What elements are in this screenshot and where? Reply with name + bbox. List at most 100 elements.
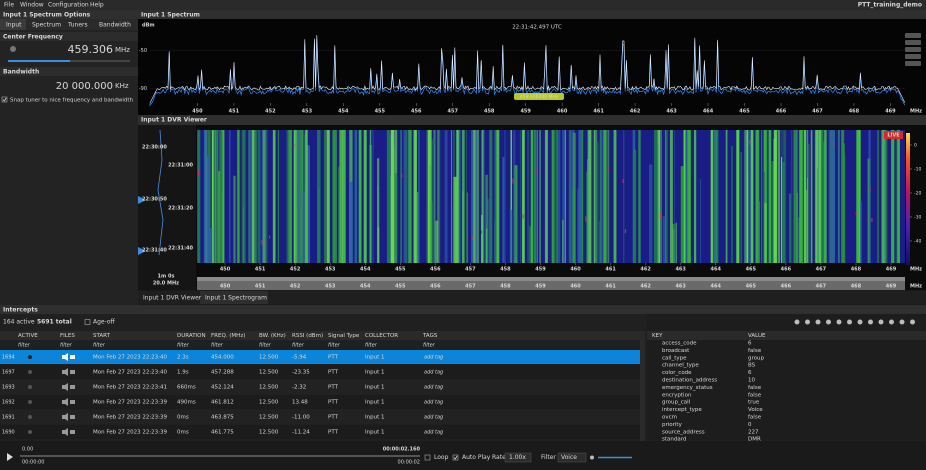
add-tag[interactable]: add tag bbox=[424, 400, 443, 406]
table-row[interactable] bbox=[0, 425, 645, 439]
view-button[interactable] bbox=[905, 33, 921, 38]
toolbar-icon[interactable] bbox=[815, 319, 821, 325]
menu-bar bbox=[0, 0, 926, 10]
timestamp: 22:31:42.497 UTC bbox=[512, 25, 562, 31]
column-header[interactable]: TAGS bbox=[422, 333, 438, 339]
column-filter[interactable]: filter bbox=[18, 343, 31, 349]
column-filter[interactable]: filter bbox=[211, 343, 224, 349]
x-tick-label: 459 bbox=[535, 267, 546, 273]
audio-icon[interactable] bbox=[62, 413, 75, 421]
toolbar-icon[interactable] bbox=[899, 319, 905, 325]
column-header[interactable]: FREQ. (MHz) bbox=[211, 333, 245, 339]
column-filter[interactable]: filter bbox=[60, 343, 73, 349]
checkbox[interactable] bbox=[1, 96, 8, 103]
toolbar-icon[interactable] bbox=[794, 319, 800, 325]
column-filter[interactable]: filter bbox=[259, 343, 272, 349]
add-tag[interactable]: add tag bbox=[424, 370, 443, 376]
menu-item[interactable]: Help bbox=[90, 2, 104, 9]
waterfall-stripe bbox=[464, 130, 465, 263]
waterfall-stripe bbox=[413, 130, 417, 263]
menu-item[interactable]: Window bbox=[20, 2, 44, 9]
column-filter[interactable]: filter bbox=[93, 343, 106, 349]
table-row[interactable] bbox=[0, 395, 645, 409]
tab[interactable]: Input 1 Spectrogram bbox=[205, 295, 267, 302]
column-filter[interactable]: filter bbox=[292, 343, 305, 349]
menu-item[interactable]: Configuration bbox=[48, 2, 89, 9]
waterfall-stripe bbox=[552, 130, 555, 263]
waterfall-stripe bbox=[768, 130, 770, 263]
tab[interactable]: Tuners bbox=[67, 22, 88, 29]
column-header[interactable]: FILES bbox=[60, 333, 75, 339]
checkbox[interactable] bbox=[424, 454, 431, 461]
tab-active[interactable] bbox=[200, 291, 268, 304]
toolbar-icon[interactable] bbox=[826, 319, 831, 325]
property-key: encryption bbox=[662, 392, 692, 398]
view-button[interactable] bbox=[905, 40, 921, 45]
table-row[interactable] bbox=[0, 380, 645, 394]
cell: 0ms bbox=[177, 415, 189, 421]
toolbar-icon[interactable] bbox=[889, 319, 894, 325]
waterfall-stripe bbox=[823, 130, 827, 263]
filter-select[interactable] bbox=[557, 452, 587, 463]
menu-item[interactable]: File bbox=[4, 2, 14, 9]
view-button[interactable] bbox=[905, 54, 921, 59]
toolbar-icon[interactable] bbox=[910, 319, 915, 325]
checkbox[interactable] bbox=[452, 454, 459, 461]
column-header[interactable]: RSSI (dBm) bbox=[292, 333, 323, 339]
time-label: 22:30:00 bbox=[142, 145, 167, 151]
add-tag[interactable]: add tag bbox=[424, 355, 443, 361]
column-header[interactable]: START bbox=[93, 333, 111, 339]
toolbar-icon[interactable] bbox=[836, 319, 842, 325]
waterfall-stripe bbox=[886, 130, 888, 263]
audio-icon[interactable] bbox=[62, 368, 75, 376]
table-row[interactable] bbox=[0, 350, 645, 364]
column-header: KEY bbox=[652, 333, 663, 339]
play-button[interactable] bbox=[7, 453, 13, 461]
waterfall-stripe bbox=[758, 201, 760, 263]
table-row[interactable] bbox=[0, 365, 645, 379]
add-tag[interactable]: add tag bbox=[424, 415, 443, 421]
view-button[interactable] bbox=[905, 47, 921, 52]
view-button[interactable] bbox=[905, 61, 921, 66]
checkbox[interactable] bbox=[84, 319, 91, 325]
audio-icon[interactable] bbox=[62, 353, 75, 361]
cell: 1.9s bbox=[177, 370, 189, 376]
waterfall-stripe bbox=[519, 130, 522, 263]
overview-tick-label: 457 bbox=[465, 284, 476, 290]
tab[interactable]: Spectrum bbox=[32, 22, 61, 29]
tab[interactable]: Bandwidth bbox=[99, 22, 131, 29]
column-header[interactable]: Signal Type bbox=[328, 333, 360, 339]
tab[interactable]: Input 1 DVR Viewer bbox=[143, 295, 202, 302]
column-filter[interactable]: filter bbox=[328, 343, 341, 349]
waterfall-blip bbox=[855, 212, 857, 215]
property-value: DMR bbox=[748, 437, 761, 443]
table-row[interactable] bbox=[0, 410, 645, 424]
column-filter[interactable]: filter bbox=[177, 343, 190, 349]
x-tick-label: 450 bbox=[220, 267, 231, 273]
center-frequency[interactable]: 459.306 bbox=[68, 43, 114, 56]
bandwidth-value[interactable]: 20 000.000 bbox=[56, 81, 113, 92]
toolbar-icon[interactable] bbox=[878, 319, 884, 325]
overview-window[interactable] bbox=[197, 277, 905, 281]
waterfall-stripe bbox=[789, 193, 791, 263]
audio-icon[interactable] bbox=[62, 383, 75, 391]
property-key: broadcast bbox=[662, 348, 690, 354]
add-tag[interactable]: add tag bbox=[424, 430, 443, 436]
rate-select[interactable] bbox=[504, 452, 532, 463]
tab[interactable]: Input bbox=[6, 22, 22, 29]
range-marker[interactable] bbox=[138, 196, 146, 204]
toolbar-icon[interactable] bbox=[847, 319, 852, 325]
column-header[interactable]: BW. (KHz) bbox=[259, 333, 286, 339]
range-marker[interactable] bbox=[138, 247, 146, 255]
audio-icon[interactable] bbox=[62, 428, 75, 436]
column-header[interactable]: ACTIVE bbox=[18, 333, 38, 339]
add-tag[interactable]: add tag bbox=[424, 385, 443, 391]
column-filter[interactable]: filter bbox=[423, 343, 436, 349]
toolbar-icon[interactable] bbox=[857, 319, 863, 325]
column-header[interactable]: DURATION bbox=[177, 333, 206, 339]
toolbar-icon[interactable] bbox=[805, 319, 810, 325]
column-filter[interactable]: filter bbox=[365, 343, 378, 349]
toolbar-icon[interactable] bbox=[868, 319, 873, 325]
audio-icon[interactable] bbox=[62, 398, 75, 406]
column-header[interactable]: COLLECTOR bbox=[365, 333, 398, 339]
